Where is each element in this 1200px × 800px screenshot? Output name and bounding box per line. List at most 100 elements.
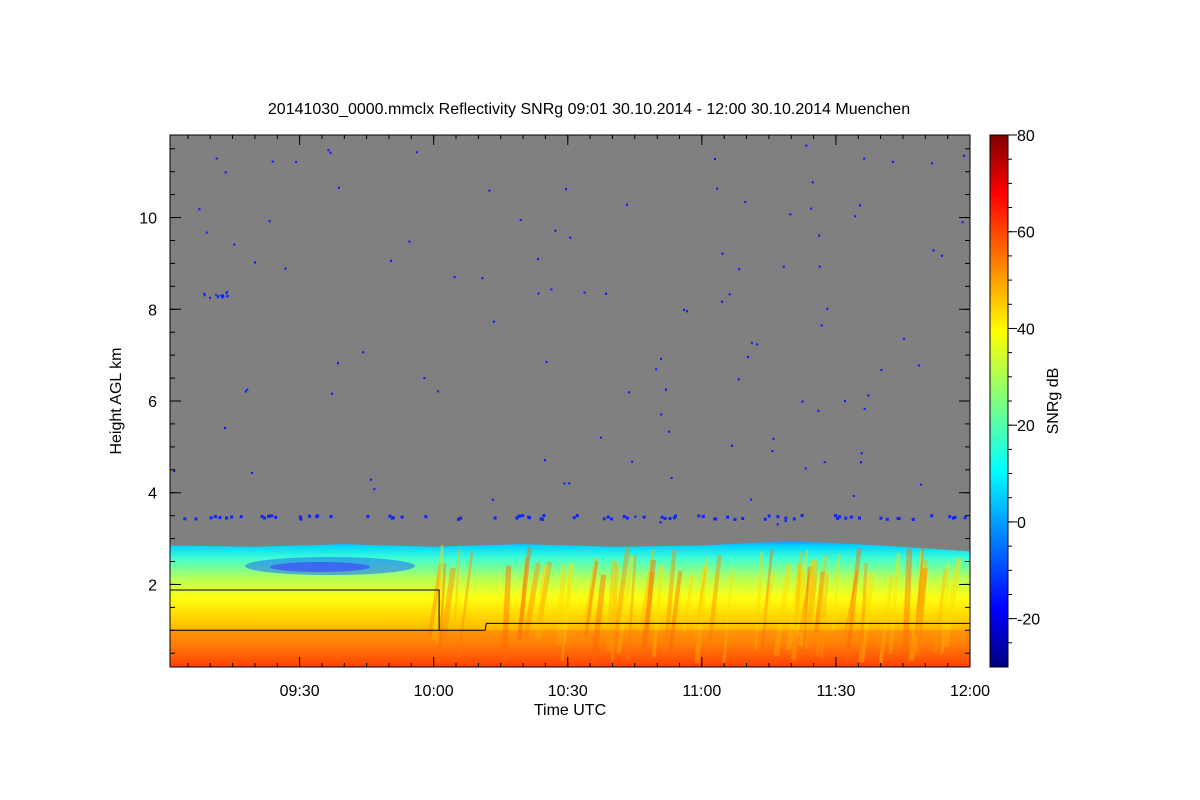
fall-streak — [652, 565, 664, 658]
y-tick-label: 8 — [148, 302, 157, 319]
noise-speckle — [213, 515, 217, 519]
fall-streak — [610, 565, 619, 661]
noise-speckle — [605, 292, 608, 295]
noise-speckle — [844, 516, 848, 520]
fall-streak — [584, 561, 599, 638]
fall-streak — [754, 551, 764, 651]
fall-streak — [427, 563, 443, 639]
noise-speckle — [792, 517, 796, 521]
noise-speckle — [493, 516, 497, 520]
noise-speckle — [756, 343, 759, 346]
noise-speckle — [336, 362, 339, 365]
fall-streak — [435, 545, 444, 645]
noise-speckle — [329, 515, 333, 518]
noise-speckle — [233, 243, 236, 246]
fall-streak — [940, 561, 951, 654]
noise-speckle — [224, 427, 226, 429]
fall-streak — [612, 547, 631, 643]
overlay-line — [170, 589, 440, 631]
noise-speckle — [930, 514, 934, 518]
noise-speckle — [337, 186, 340, 189]
noise-speckle — [370, 478, 372, 481]
noise-speckle — [622, 514, 626, 518]
noise-speckle — [811, 181, 814, 184]
noise-speckle — [260, 515, 264, 518]
noise-speckle — [697, 514, 701, 518]
noise-speckle — [610, 517, 613, 521]
noise-speckle — [962, 154, 965, 157]
noise-speckle — [941, 254, 943, 257]
noise-speckle — [362, 351, 365, 354]
y-tick-label: 4 — [148, 486, 157, 503]
noise-speckle — [215, 293, 217, 296]
noise-speckle — [728, 293, 731, 296]
noise-speckle — [373, 488, 376, 491]
noise-speckle — [390, 516, 394, 520]
noise-speckle — [931, 162, 934, 165]
noise-speckle — [660, 515, 664, 519]
noise-speckle — [308, 514, 312, 518]
noise-speckle — [216, 296, 219, 299]
fall-streak — [806, 559, 818, 632]
noise-speckle — [521, 514, 525, 518]
noise-speckle — [518, 514, 522, 518]
noise-speckle — [852, 494, 855, 497]
fall-streak — [908, 571, 927, 662]
overlay-lines — [170, 589, 970, 631]
noise-speckle — [686, 310, 689, 313]
fall-streak — [796, 550, 809, 635]
noise-speckle — [903, 337, 905, 340]
noise-speckle — [804, 467, 807, 470]
fall-streak — [792, 551, 803, 662]
x-tick-label: 12:00 — [950, 683, 990, 700]
noise-speckle — [771, 450, 774, 452]
noise-speckle — [747, 355, 750, 358]
colorbar-tick-label: -20 — [1017, 612, 1040, 629]
noise-speckle — [390, 259, 392, 262]
noise-speckle — [782, 265, 785, 268]
noise-speckle — [222, 295, 225, 298]
noise-speckle — [826, 307, 829, 310]
noise-speckle — [173, 470, 176, 473]
fall-streak — [914, 550, 925, 653]
noise-speckle — [683, 308, 686, 311]
fall-streak — [773, 563, 792, 656]
noise-speckle — [217, 294, 220, 297]
noise-speckle — [563, 482, 566, 485]
fall-streak — [706, 554, 722, 657]
fall-streak — [933, 568, 947, 654]
noise-speckle — [215, 157, 218, 160]
noise-speckle — [230, 515, 234, 519]
near-surface-band — [170, 630, 970, 667]
noise-speckle — [583, 291, 586, 294]
noise-speckle — [668, 430, 670, 433]
noise-speckle — [284, 267, 287, 270]
noise-speckle — [625, 516, 629, 520]
fall-streak — [534, 564, 550, 639]
fall-streak — [641, 559, 657, 648]
noise-speckle — [885, 517, 889, 521]
fall-streak — [522, 562, 542, 639]
fall-streak — [556, 564, 567, 646]
noise-speckle — [606, 515, 610, 519]
noise-speckle — [738, 268, 741, 271]
noise-speckle — [721, 300, 724, 303]
noise-speckle — [544, 459, 546, 462]
x-tick-label: 11:30 — [816, 683, 855, 700]
fall-streak — [437, 563, 447, 664]
fall-streak — [663, 549, 677, 654]
noise-speckle — [659, 521, 662, 524]
noise-speckle — [867, 394, 870, 397]
noise-speckle — [492, 320, 495, 323]
noise-speckle — [668, 517, 672, 520]
noise-speckle — [631, 460, 634, 463]
noise-speckle — [772, 437, 775, 440]
fall-streak — [439, 567, 456, 652]
noise-speckle — [628, 391, 630, 394]
noise-speckle — [453, 276, 456, 279]
colorbar-ticks: -20 0 20 40 60 80 — [1008, 128, 1040, 644]
noise-speckle — [854, 215, 857, 218]
noise-speckle — [880, 369, 883, 372]
fall-streak — [760, 549, 774, 647]
noise-speckle — [457, 517, 460, 521]
